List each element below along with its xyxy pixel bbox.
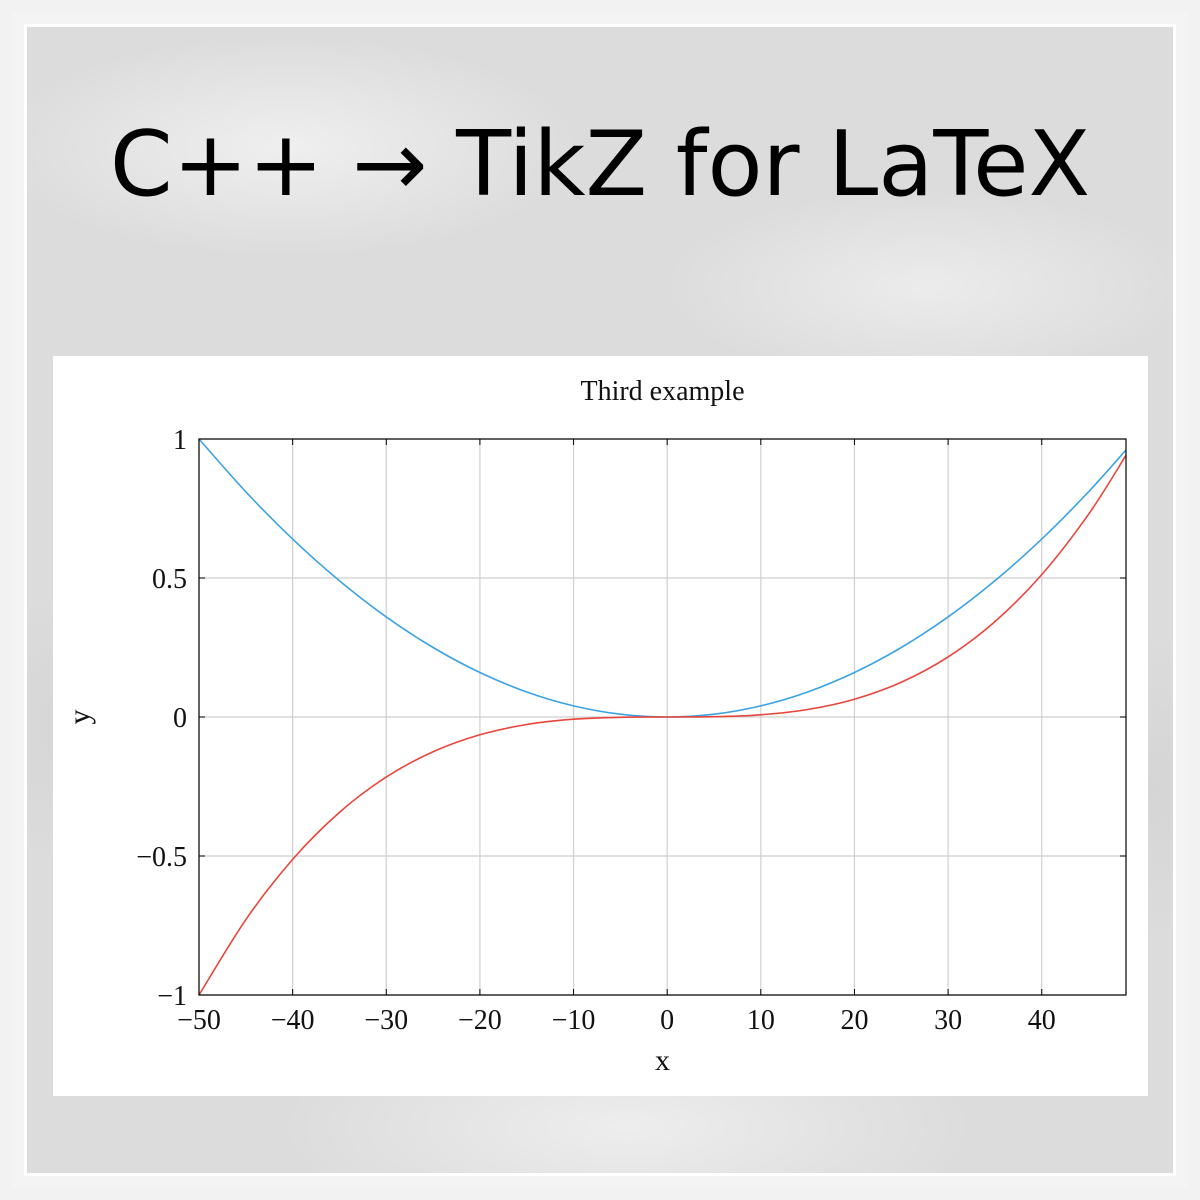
x-tick-label: 0: [660, 1005, 674, 1036]
y-axis-label: y: [63, 710, 96, 725]
y-tick-label: −1: [157, 981, 187, 1012]
y-tick-label: −0.5: [136, 842, 187, 873]
x-tick-label: −30: [364, 1005, 408, 1036]
y-tick-label: 0: [173, 703, 187, 734]
chart-card: −50 −40 −30 −20 −10 0 10 20 30 40 −1 −0.5 0 0.5 1 Thir…: [53, 356, 1148, 1096]
x-tick-label: 10: [747, 1005, 775, 1036]
x-axis-label: x: [655, 1044, 670, 1077]
tick-marks: [198, 438, 1126, 996]
chart-title: Third example: [580, 376, 744, 407]
x-tick-label: 40: [1028, 1005, 1056, 1036]
headline: C++ → TikZ for LaTeX: [109, 112, 1091, 217]
x-tick-label: 30: [934, 1005, 962, 1036]
y-tick-label: 1: [173, 425, 187, 456]
series-layer: [198, 438, 1127, 996]
x-tick-label: −20: [458, 1005, 502, 1036]
series-line-2: [198, 454, 1127, 996]
tick-labels: −50 −40 −30 −20 −10 0 10 20 30 40 −1 −0.5 0 0.5 1: [136, 425, 1056, 1036]
y-tick-label: 0.5: [152, 564, 187, 595]
x-tick-label: −10: [552, 1005, 596, 1036]
x-tick-label: 20: [840, 1005, 868, 1036]
line-chart: −50 −40 −30 −20 −10 0 10 20 30 40 −1 −0.5 0 0.5 1 Thir…: [63, 376, 1127, 1077]
x-tick-label: −40: [271, 1005, 315, 1036]
x-tick-label: −50: [177, 1005, 221, 1036]
